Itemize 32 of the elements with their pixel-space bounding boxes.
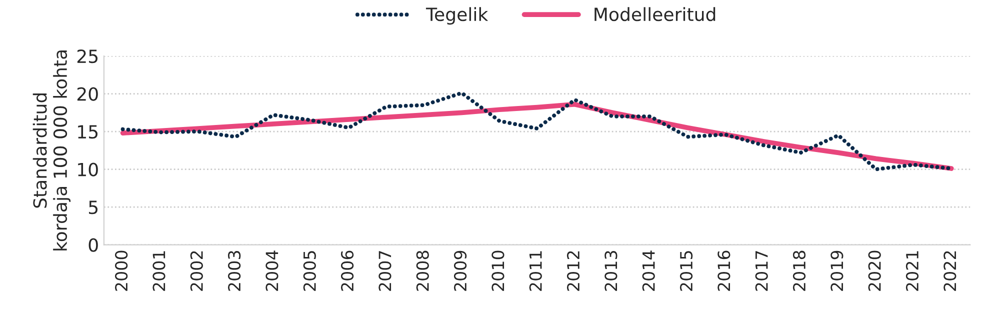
x-tick-label: 2020 [868,250,881,291]
legend-label: Tegelik [426,7,488,25]
x-tick-label: 2002 [190,251,203,291]
x-tick-label: 2007 [378,251,392,291]
y-tick-label: 25 [77,49,98,64]
y-tick-label: 20 [77,87,98,101]
x-tick-label: 2017 [755,251,768,291]
x-tick-label: 2008 [416,250,429,291]
x-tick-label: 2019 [830,250,844,291]
x-tick-label: 2004 [266,250,278,291]
y-tick-label: 15 [78,125,98,139]
y-tick-label: 5 [88,200,98,214]
x-tick-label: 2001 [152,251,166,291]
x-tick-label: 2021 [906,251,919,291]
x-tick-label: 2022 [944,251,956,291]
x-tick-label: 2010 [492,250,504,291]
legend-label: Modelleeritud [594,7,716,22]
x-tick-label: 2005 [303,251,316,291]
x-tick-label: 2015 [680,251,693,291]
x-tick-label: 2011 [529,251,542,291]
x-tick-label: 2009 [454,250,467,291]
x-tick-label: 2003 [228,251,241,291]
y-tick-label: 10 [78,162,98,176]
x-tick-label: 2012 [566,251,580,291]
x-tick-label: 2000 [115,250,128,291]
x-tick-label: 2013 [604,251,618,291]
x-tick-label: 2014 [642,250,655,291]
x-tick-label: 2016 [718,250,730,291]
x-tick-label: 2018 [792,250,806,291]
x-tick-label: 2006 [340,250,354,291]
y-tick-label: 0 [88,238,98,252]
y-axis-title: Standarditud kordaja 100 000 kohta [32,50,71,250]
